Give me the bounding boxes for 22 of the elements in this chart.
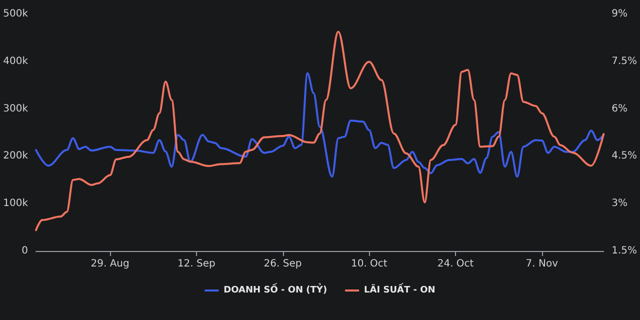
x-tick-label: 29. Aug bbox=[90, 258, 130, 270]
x-tick-label: 26. Sep bbox=[264, 258, 302, 270]
line-series bbox=[35, 30, 605, 232]
y2-tick-label: 4.5% bbox=[612, 150, 637, 162]
legend-label: DOANH SỐ - ON (TỶ) bbox=[224, 282, 328, 296]
y-tick-label: 300k bbox=[3, 103, 28, 114]
x-tick-label: 7. Nov bbox=[526, 258, 558, 270]
y-tick-label: 100k bbox=[3, 198, 28, 210]
y2-tick-label: 6% bbox=[612, 103, 628, 114]
y-tick-label: 400k bbox=[3, 56, 28, 67]
y2-tick-label: 9% bbox=[612, 8, 628, 20]
y-tick-label: 500k bbox=[3, 8, 28, 20]
x-tick-label: 12. Sep bbox=[177, 258, 216, 270]
line-series bbox=[35, 72, 605, 178]
x-tick-label: 10. Oct bbox=[350, 258, 388, 270]
y2-tick-label: 3% bbox=[612, 198, 628, 210]
y2-tick-label: 1.5% bbox=[612, 246, 637, 256]
y2-tick-label: 7.5% bbox=[612, 56, 637, 67]
x-tick-label: 24. Oct bbox=[437, 258, 474, 270]
y-tick-label: 200k bbox=[3, 150, 28, 162]
legend-label: LÃI SUẤT - ON bbox=[364, 282, 436, 296]
y-tick-label: 0 bbox=[22, 246, 28, 256]
